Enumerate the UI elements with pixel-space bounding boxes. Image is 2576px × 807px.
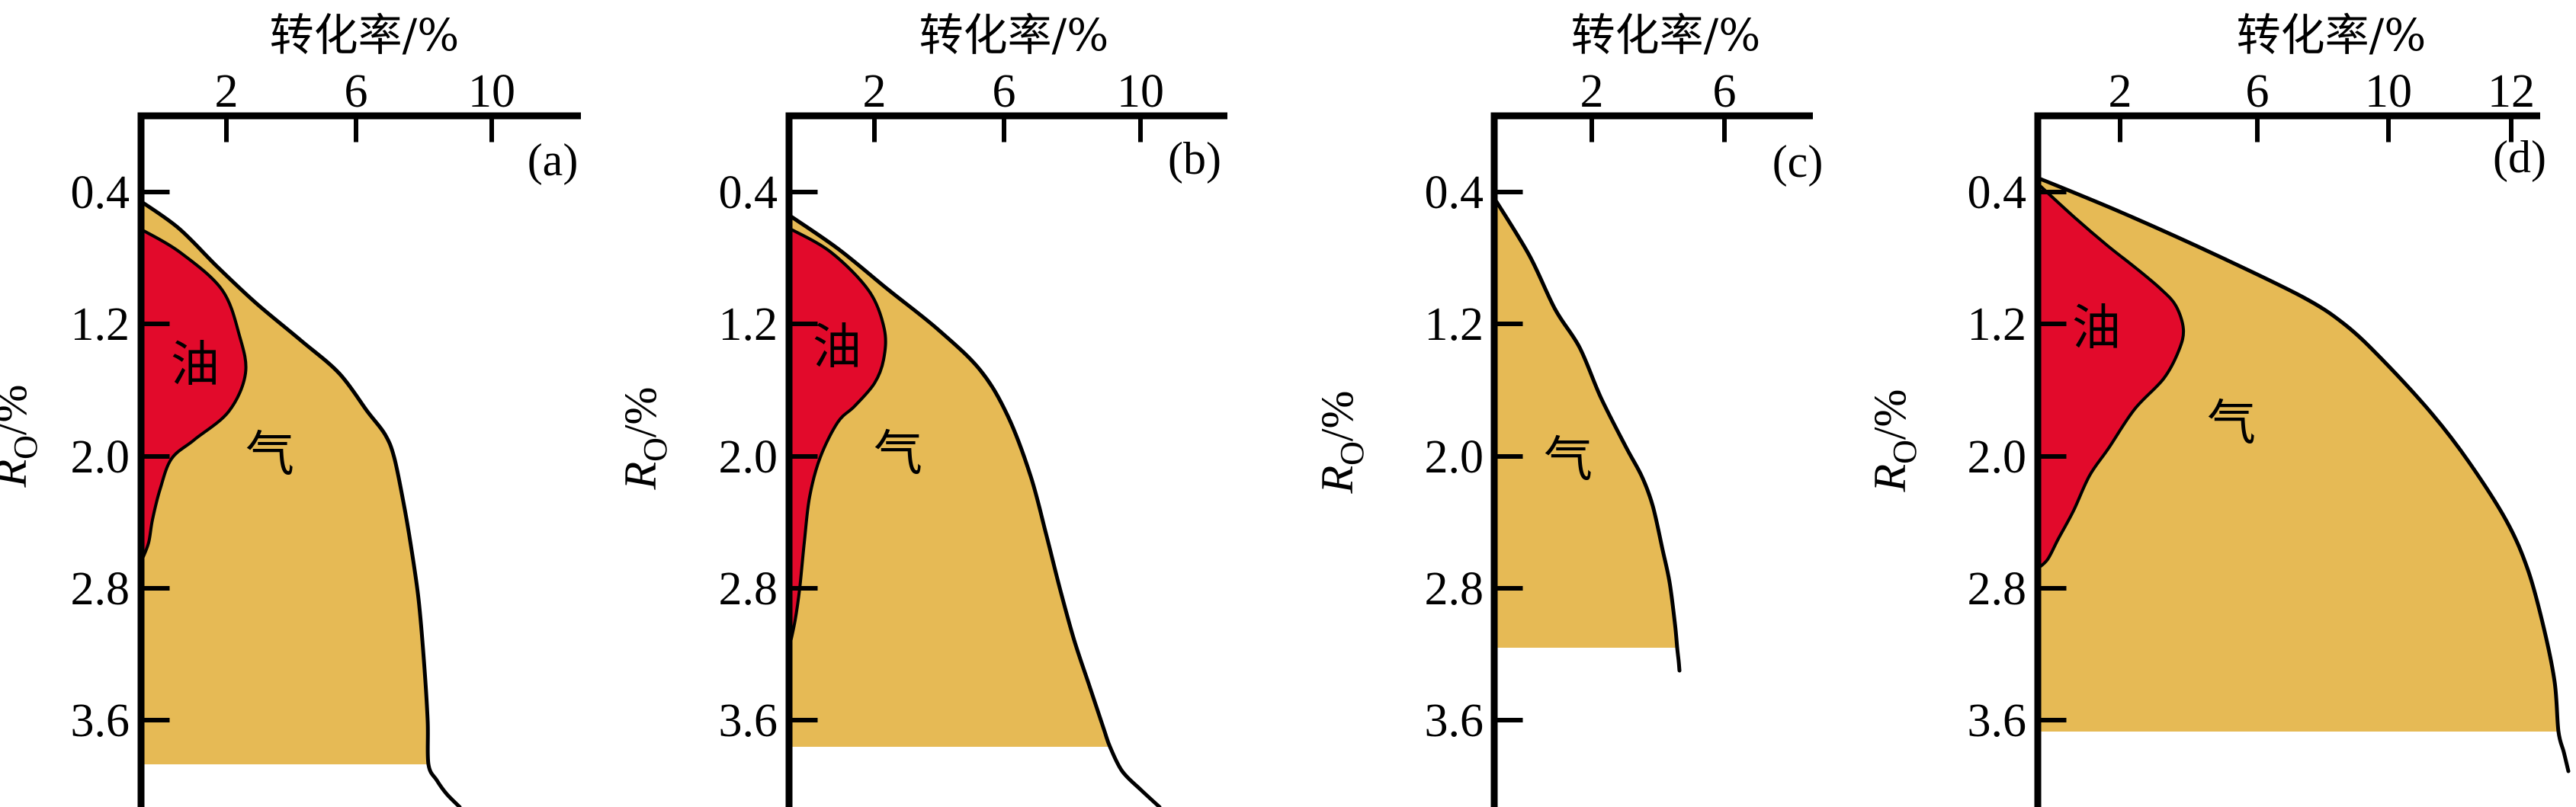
x-tick-label: 10	[468, 66, 515, 117]
y-axis-title-b: RO/%	[615, 386, 674, 490]
y-tick-label: 3.6	[1425, 695, 1484, 747]
gas-boundary-line-d	[2035, 175, 2571, 773]
x-tick-label: 2	[863, 66, 887, 117]
y-tick-label: 2.0	[71, 431, 130, 483]
y-tick-label: 2.8	[1968, 563, 2027, 615]
y-tick-label: 0.4	[71, 167, 130, 219]
y-tick-label: 0.4	[719, 167, 778, 219]
panel-c: 2 6 0.4 1.2 2.0 2.8 3.6 转化率/% (c) RO/% 气	[1312, 9, 1823, 807]
y-tick-label: 3.6	[719, 695, 778, 747]
oil-boundary-line-a	[141, 229, 248, 560]
x-tick-label: 12	[2488, 66, 2535, 117]
y-axis-symbol: R	[0, 460, 36, 488]
y-tick-label: 2.8	[1425, 563, 1484, 615]
gas-region-label-c: 气	[1544, 432, 1593, 488]
oil-region-label-a: 油	[171, 337, 220, 393]
y-axis-subscript: O	[1886, 440, 1923, 464]
panel-label-b: (b)	[1168, 133, 1221, 184]
y-tick-label: 3.6	[1968, 695, 2027, 747]
x-tick-label: 6	[345, 66, 368, 117]
oil-region-label-b: 油	[813, 319, 861, 376]
y-tick-label: 1.2	[71, 299, 130, 351]
panel-d: 2 6 10 12 0.4 1.2 2.0 2.8 3.6 转化率/% (d) RO/% 油气	[1865, 9, 2571, 807]
x-tick-label: 2	[215, 66, 239, 117]
x-tick-label: 10	[1117, 66, 1164, 117]
x-tick-label: 6	[1713, 66, 1737, 117]
gas-boundary-line-c	[1493, 198, 1682, 673]
y-tick-label: 1.2	[1968, 299, 2027, 351]
y-tick-label: 0.4	[1425, 167, 1484, 219]
y-tick-label: 3.6	[71, 695, 130, 747]
oil-region-a	[143, 230, 246, 559]
y-tick-label: 0.4	[1968, 167, 2027, 219]
y-axis-subscript: O	[7, 435, 44, 460]
y-axis-unit: /%	[1312, 390, 1362, 441]
x-tick-label: 10	[2365, 66, 2412, 117]
panel-label-d: (d)	[2493, 132, 2546, 182]
y-tick-label: 2.0	[1425, 431, 1484, 483]
x-axis-title-b: 转化率/%	[919, 9, 1109, 61]
oil-region-d	[2038, 184, 2184, 568]
y-axis-title-c: RO/%	[1312, 390, 1371, 494]
y-axis-title-a: RO/%	[0, 384, 44, 488]
gas-region-label-d: 气	[2207, 395, 2256, 452]
oil-region-label-d: 油	[2072, 300, 2121, 357]
oil-boundary-line-b	[788, 227, 887, 647]
gas-boundary-line-b	[788, 213, 1162, 807]
y-tick-label: 2.8	[719, 563, 778, 615]
x-axis-title-a: 转化率/%	[270, 9, 460, 61]
y-axis-symbol: R	[1865, 464, 1915, 493]
y-axis-unit: /%	[1865, 389, 1915, 440]
oil-boundary-line-d	[2036, 183, 2186, 570]
y-tick-label: 2.0	[1968, 431, 2027, 483]
gas-region-label-b: 气	[874, 426, 922, 482]
y-tick-label: 1.2	[1425, 299, 1484, 351]
panel-b: 2 6 10 0.4 1.2 2.0 2.8 3.6 转化率/% (b) RO/% 油气	[615, 9, 1227, 807]
x-tick-label: 2	[2109, 66, 2132, 117]
y-axis-unit: /%	[615, 386, 666, 437]
panel-label-a: (a)	[528, 135, 579, 185]
x-axis-title-d: 转化率/%	[2237, 9, 2427, 61]
y-axis-subscript: O	[637, 437, 674, 462]
y-axis-title-d: RO/%	[1865, 389, 1923, 492]
y-axis-symbol: R	[615, 462, 666, 491]
x-tick-label: 6	[993, 66, 1016, 117]
y-tick-label: 1.2	[719, 299, 778, 351]
gas-region-c	[1494, 200, 1677, 648]
y-tick-label: 2.8	[71, 563, 130, 615]
y-axis-subscript: O	[1333, 441, 1371, 466]
x-axis-title-c: 转化率/%	[1571, 9, 1761, 61]
y-axis-symbol: R	[1312, 466, 1362, 495]
y-tick-label: 2.0	[719, 431, 778, 483]
x-tick-label: 2	[1580, 66, 1604, 117]
x-tick-label: 6	[2246, 66, 2270, 117]
gas-boundary-line-a	[140, 200, 462, 807]
panel-a: 2 6 10 0.4 1.2 2.0 2.8 3.6 转化率/% (a) RO/% 油气	[0, 9, 581, 807]
oil-region-b	[790, 229, 886, 645]
y-axis-unit: /%	[0, 384, 36, 435]
gas-region-label-a: 气	[245, 427, 294, 483]
panel-label-c: (c)	[1772, 136, 1824, 187]
